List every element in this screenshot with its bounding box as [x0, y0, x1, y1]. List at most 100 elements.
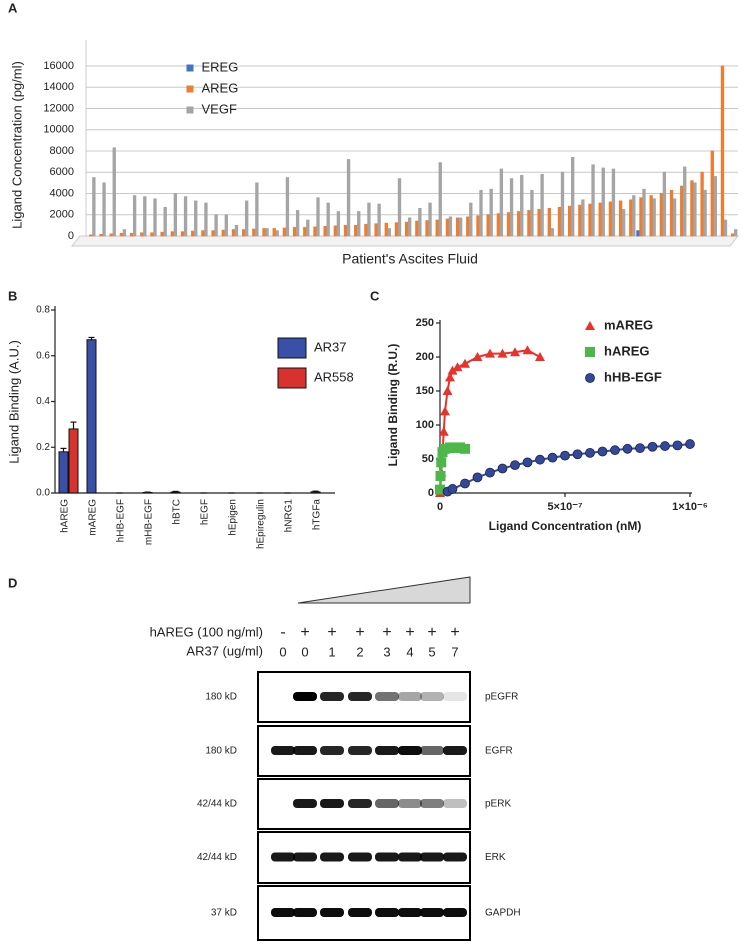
bar: [538, 209, 541, 236]
x-tick-label: hHB-EGF: [116, 499, 127, 542]
bar: [311, 492, 320, 493]
band: [420, 908, 444, 917]
protein-name: ERK: [485, 852, 506, 863]
band: [293, 908, 317, 917]
legend-swatch: [187, 65, 194, 72]
bar: [184, 197, 187, 236]
y-tick-label: 50: [422, 453, 434, 465]
y-tick-label: 250: [416, 317, 434, 329]
dose: 3: [383, 644, 390, 659]
band: [443, 692, 467, 701]
data-point: [661, 442, 670, 451]
bar: [734, 230, 737, 236]
dose: 1: [328, 644, 335, 659]
y-tick-label: 0.4: [36, 396, 50, 407]
bar: [100, 234, 103, 236]
y-tick-label: 4000: [50, 187, 74, 199]
floor: [72, 236, 738, 246]
bar: [714, 177, 717, 237]
data-point: [535, 352, 545, 361]
data-point: [523, 345, 533, 354]
y-tick-label: 150: [416, 385, 434, 397]
data-point: [598, 447, 607, 456]
bar: [602, 168, 605, 236]
bar: [385, 223, 388, 236]
bar: [571, 157, 574, 236]
panel-letter: B: [8, 288, 17, 303]
treatment-sign: +: [382, 624, 391, 641]
band: [443, 799, 467, 808]
y-tick-label: 2000: [50, 209, 74, 221]
treatment-sign: +: [450, 624, 459, 641]
treatment-sign: -: [280, 624, 285, 641]
bar: [354, 225, 357, 236]
bar: [449, 217, 452, 236]
bar: [286, 178, 289, 236]
bar: [439, 163, 442, 236]
dose: 0: [279, 644, 286, 659]
band: [348, 799, 372, 808]
bar: [141, 233, 144, 236]
legend-marker: [585, 321, 595, 330]
legend-label: hAREG: [604, 343, 650, 358]
dose: 5: [428, 644, 435, 659]
dose-triangle: [298, 577, 470, 603]
bar: [643, 189, 646, 236]
band: [320, 799, 344, 808]
panel-letter: D: [8, 575, 17, 590]
bar: [592, 165, 595, 236]
protein-name: GAPDH: [485, 908, 521, 919]
bar: [633, 196, 636, 236]
bar: [144, 197, 147, 236]
band: [293, 799, 317, 808]
bar: [181, 232, 184, 236]
data-point: [461, 479, 470, 488]
band-size: 180 kD: [205, 746, 237, 757]
bar: [558, 207, 561, 236]
bar: [334, 226, 337, 236]
bar: [691, 181, 694, 236]
data-point: [673, 441, 682, 450]
band: [420, 692, 444, 701]
band-size: 180 kD: [205, 692, 237, 703]
y-tick-label: 0.2: [36, 442, 50, 453]
bar: [467, 217, 470, 236]
band: [271, 746, 295, 755]
band: [271, 908, 295, 917]
band: [443, 853, 467, 862]
data-point: [561, 451, 570, 460]
bar: [619, 201, 622, 236]
bar: [599, 203, 602, 236]
band: [348, 746, 372, 755]
bar: [490, 189, 493, 236]
x-axis-title: Ligand Concentration (nM): [489, 519, 642, 533]
data-point: [498, 464, 507, 473]
bar: [344, 225, 347, 236]
bar: [680, 186, 683, 236]
bar: [568, 206, 571, 236]
treatment-sign: +: [355, 624, 364, 641]
bar: [637, 231, 640, 236]
bar: [296, 211, 299, 237]
bar: [266, 229, 269, 236]
bar: [263, 229, 266, 236]
bar: [663, 172, 666, 236]
y-tick-label: 10000: [43, 124, 74, 136]
band: [443, 908, 467, 917]
bar: [721, 66, 724, 236]
x-axis-title: Patient's Ascites Fluid: [342, 251, 478, 267]
bar: [459, 218, 462, 236]
bar: [660, 194, 663, 237]
x-tick-label: 5×10⁻⁷: [547, 501, 583, 513]
y-tick-label: 0.6: [36, 350, 50, 361]
data-point: [440, 406, 450, 415]
bar: [368, 203, 371, 236]
data-point: [436, 471, 446, 481]
band: [375, 746, 399, 755]
legend-swatch: [278, 338, 306, 358]
treatment-sign: +: [405, 624, 414, 641]
band: [348, 853, 372, 862]
data-point: [511, 461, 520, 470]
bar: [215, 215, 218, 236]
bar: [283, 228, 286, 236]
